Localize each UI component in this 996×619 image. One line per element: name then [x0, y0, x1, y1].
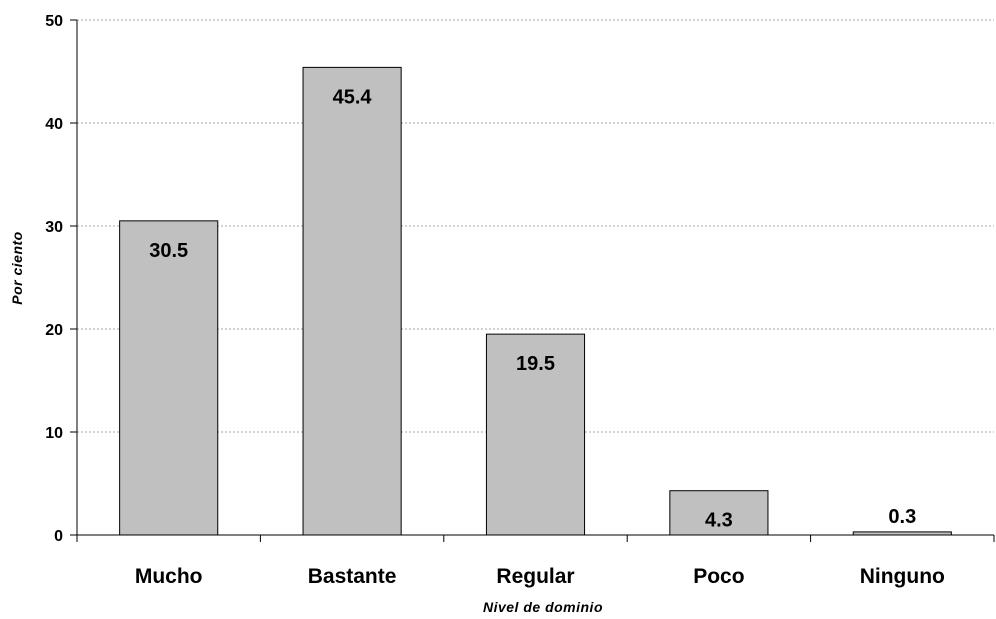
- bar-bastante: [302, 66, 402, 536]
- bars: [119, 66, 952, 536]
- bar-regular: [485, 333, 586, 536]
- y-tick-label: 20: [45, 322, 63, 339]
- bar-poco: [669, 490, 769, 536]
- data-label: 45.4: [333, 86, 373, 108]
- x-category-labels: Mucho Bastante Regular Poco Ninguno: [135, 565, 945, 588]
- data-label: 0.3: [888, 506, 916, 528]
- x-category-label: Mucho: [135, 565, 203, 588]
- axes: [70, 19, 995, 542]
- bar-mucho: [119, 220, 219, 536]
- x-category-label: Ninguno: [860, 565, 945, 588]
- y-tick-labels: 0 10 20 30 40 50: [45, 13, 63, 545]
- data-label: 19.5: [516, 353, 555, 375]
- data-label: 4.3: [705, 510, 733, 532]
- x-axis-title: Nivel de dominio: [483, 599, 603, 615]
- x-category-label: Poco: [693, 565, 744, 588]
- x-category-label: Regular: [496, 565, 574, 588]
- y-tick-label: 50: [45, 13, 63, 30]
- x-category-label: Bastante: [308, 565, 397, 588]
- y-tick-label: 10: [45, 425, 63, 442]
- y-tick-label: 40: [45, 116, 63, 133]
- data-label: 30.5: [149, 240, 188, 262]
- gridlines: [77, 19, 994, 433]
- data-labels: 30.5 45.4 19.5 4.3 0.3: [149, 86, 916, 531]
- y-tick-label: 30: [45, 219, 63, 236]
- y-tick-label: 0: [54, 528, 63, 545]
- y-axis-title: Por ciento: [9, 231, 25, 304]
